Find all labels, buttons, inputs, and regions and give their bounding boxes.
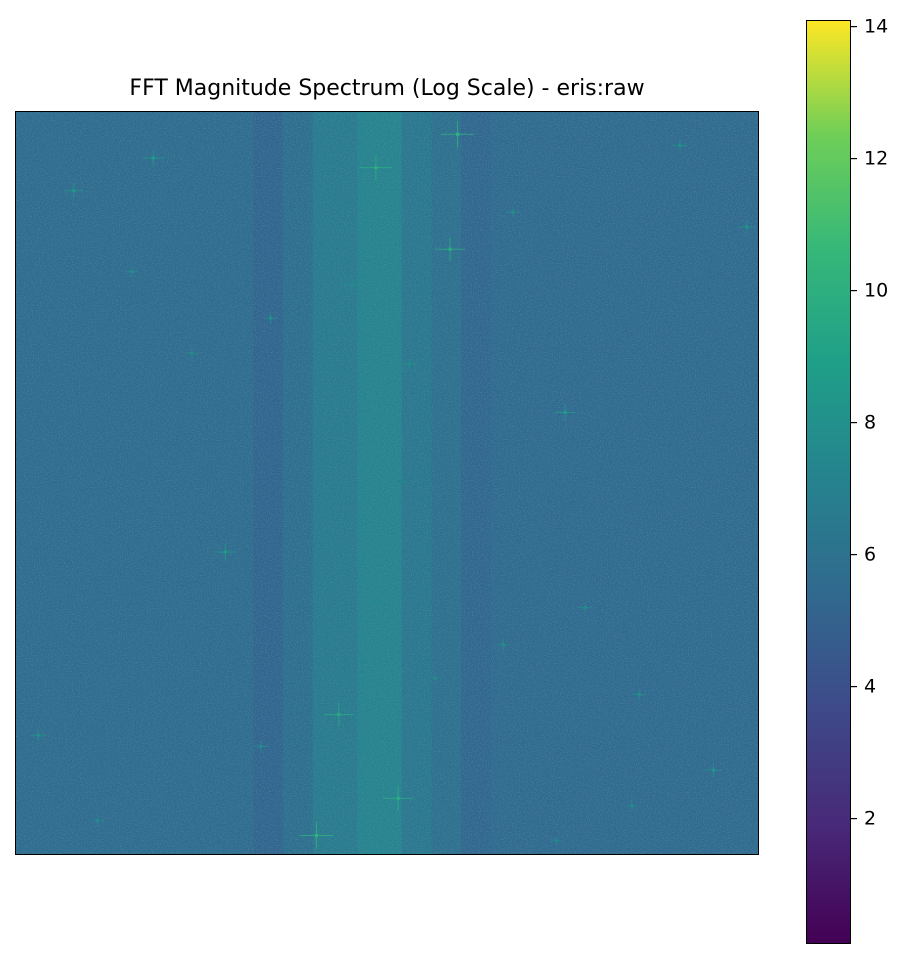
spectral-peak-4 xyxy=(64,182,84,199)
spectral-peak-2 xyxy=(434,237,466,262)
spectral-peak-8 xyxy=(263,312,278,325)
colorbar-axis: 2 4 6 8 10 12 14 xyxy=(851,16,907,944)
spectral-peak-6 xyxy=(672,139,689,152)
spectral-peak-0 xyxy=(440,120,475,148)
heatmap-plot-area xyxy=(15,111,759,855)
fft-heatmap xyxy=(16,112,758,854)
colorbar-tick-label-0: 2 xyxy=(864,808,876,830)
spectral-peak-18 xyxy=(428,673,442,684)
spectral-peak-21 xyxy=(253,740,269,753)
colorbar-gradient xyxy=(807,21,850,943)
spectral-peak-25 xyxy=(299,822,334,849)
colorbar-tick-label-2: 6 xyxy=(864,544,876,566)
spectral-peak-10 xyxy=(185,348,199,359)
colorbar-tick-label-3: 8 xyxy=(864,412,876,434)
spectral-peak-15 xyxy=(370,595,384,606)
spectral-peak-27 xyxy=(91,815,105,826)
spectral-peak-29 xyxy=(397,477,407,486)
spectral-peak-26 xyxy=(624,800,640,812)
spectral-peak-7 xyxy=(505,206,521,218)
spectral-peak-28 xyxy=(550,836,562,846)
spectral-peak-23 xyxy=(704,763,723,778)
spectral-peak-5 xyxy=(738,219,756,235)
colorbar-tick-label-1: 4 xyxy=(864,676,876,698)
spectral-peak-17 xyxy=(496,639,511,651)
spectral-peak-16 xyxy=(577,601,593,614)
spectral-peak-3 xyxy=(142,149,164,167)
spectral-peak-11 xyxy=(344,279,360,291)
spectral-peak-19 xyxy=(632,688,647,701)
spectral-peak-22 xyxy=(30,728,47,742)
noise-texture xyxy=(16,112,758,854)
spectral-peak-1 xyxy=(359,154,392,181)
spectral-peak-20 xyxy=(324,703,354,726)
spectral-peak-14 xyxy=(214,543,236,561)
colorbar xyxy=(806,20,851,944)
spectral-peak-24 xyxy=(382,786,414,811)
colorbar-tick-label-6: 14 xyxy=(864,16,888,38)
spectral-peak-13 xyxy=(554,404,576,421)
colorbar-tick-label-4: 10 xyxy=(864,280,888,302)
spectral-peak-12 xyxy=(402,358,417,371)
chart-title: FFT Magnitude Spectrum (Log Scale) - eri… xyxy=(129,76,645,101)
spectral-peak-9 xyxy=(125,266,139,277)
colorbar-tick-label-5: 12 xyxy=(864,148,888,170)
